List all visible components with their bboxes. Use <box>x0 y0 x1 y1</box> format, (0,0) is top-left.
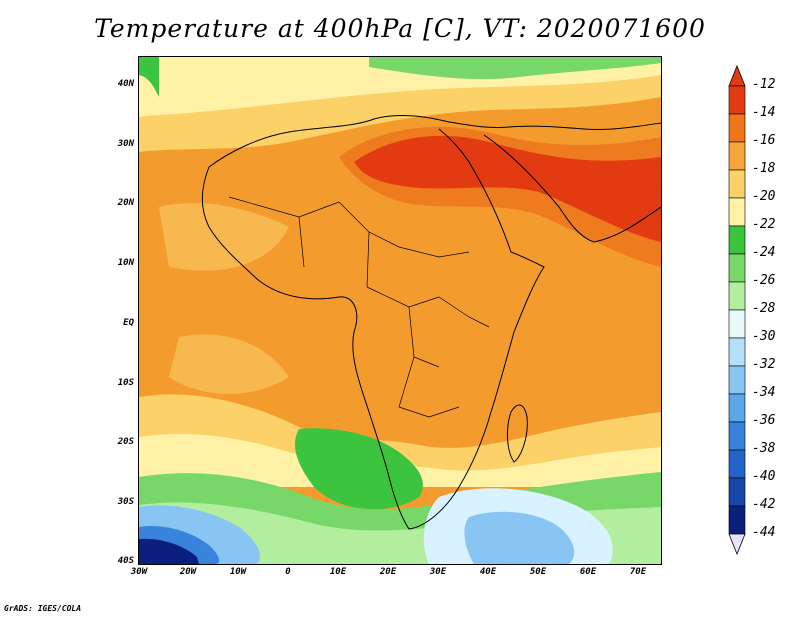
colorbar-label: -16 <box>752 133 776 148</box>
colorbar-label: -14 <box>752 105 776 120</box>
colorbar-box <box>728 141 746 171</box>
lon-label: 30W <box>130 567 148 577</box>
colorbar-label: -12 <box>752 77 776 92</box>
lat-label: 40N <box>117 79 134 89</box>
colorbar-label: -40 <box>752 469 776 484</box>
colorbar-label: -22 <box>752 217 776 232</box>
colorbar-box <box>728 421 746 451</box>
country-borders <box>228 196 490 418</box>
colorbar-box <box>728 113 746 143</box>
lat-label: 40S <box>117 556 134 566</box>
field-nw-green <box>139 57 159 97</box>
coastline-arabia <box>483 134 661 243</box>
colorbar-box <box>728 477 746 507</box>
field-blue-south <box>464 511 575 564</box>
lat-label: 20N <box>117 198 134 208</box>
lat-label: 30S <box>117 497 134 507</box>
lon-label: 40E <box>479 567 497 577</box>
field-hot-core <box>354 135 661 242</box>
colorbar <box>728 64 746 556</box>
temperature-field <box>139 57 661 564</box>
colorbar-box <box>728 197 746 227</box>
colorbar-lower-triangle <box>728 533 746 556</box>
lon-label: 0 <box>285 567 291 577</box>
colorbar-label: -38 <box>752 441 776 456</box>
coastline-africa <box>201 128 545 530</box>
lon-label: 20E <box>379 567 397 577</box>
lat-label: 20S <box>117 437 134 447</box>
colorbar-label: -24 <box>752 245 776 260</box>
colorbar-label: -32 <box>752 357 776 372</box>
colorbar-box <box>728 309 746 339</box>
coastline-north <box>208 115 661 168</box>
colorbar-label: -44 <box>752 525 776 540</box>
field-patch-atlantic <box>169 334 289 394</box>
field-green-south-africa <box>294 428 423 510</box>
colorbar-box <box>728 365 746 395</box>
colorbar-label: -34 <box>752 385 776 400</box>
colorbar-box <box>728 505 746 535</box>
colorbar-box <box>728 253 746 283</box>
field-navy-sw <box>139 538 199 564</box>
map-title: Temperature at 400hPa [C], VT: 202007160… <box>94 14 706 43</box>
lat-label: 30N <box>117 139 134 149</box>
map-plot-area <box>138 56 662 565</box>
colorbar-label: -26 <box>752 273 776 288</box>
colorbar-label: -42 <box>752 497 776 512</box>
colorbar-box <box>728 85 746 115</box>
credit-text: GrADS: IGES/COLA <box>4 604 82 613</box>
lon-label: 10W <box>229 567 247 577</box>
colorbar-label: -20 <box>752 189 776 204</box>
lon-label: 20W <box>179 567 197 577</box>
colorbar-box <box>728 225 746 255</box>
lon-label: 30E <box>429 567 447 577</box>
colorbar-label: -30 <box>752 329 776 344</box>
field-n-green <box>369 57 661 80</box>
lat-label: EQ <box>123 318 134 328</box>
lon-label: 50E <box>529 567 547 577</box>
colorbar-box <box>728 449 746 479</box>
lat-label: 10N <box>117 258 134 268</box>
lat-label: 10S <box>117 378 134 388</box>
colorbar-box <box>728 169 746 199</box>
lon-label: 10E <box>329 567 347 577</box>
lon-label: 60E <box>579 567 597 577</box>
colorbar-box <box>728 393 746 423</box>
colorbar-upper-triangle <box>728 64 746 87</box>
colorbar-label: -18 <box>752 161 776 176</box>
colorbar-box <box>728 281 746 311</box>
colorbar-label: -36 <box>752 413 776 428</box>
lon-label: 70E <box>629 567 647 577</box>
colorbar-boxes <box>728 64 746 556</box>
colorbar-box <box>728 337 746 367</box>
field-patch-west <box>159 203 289 271</box>
colorbar-label: -28 <box>752 301 776 316</box>
field-south-pale <box>139 433 661 487</box>
coastline-madagascar <box>506 404 528 463</box>
